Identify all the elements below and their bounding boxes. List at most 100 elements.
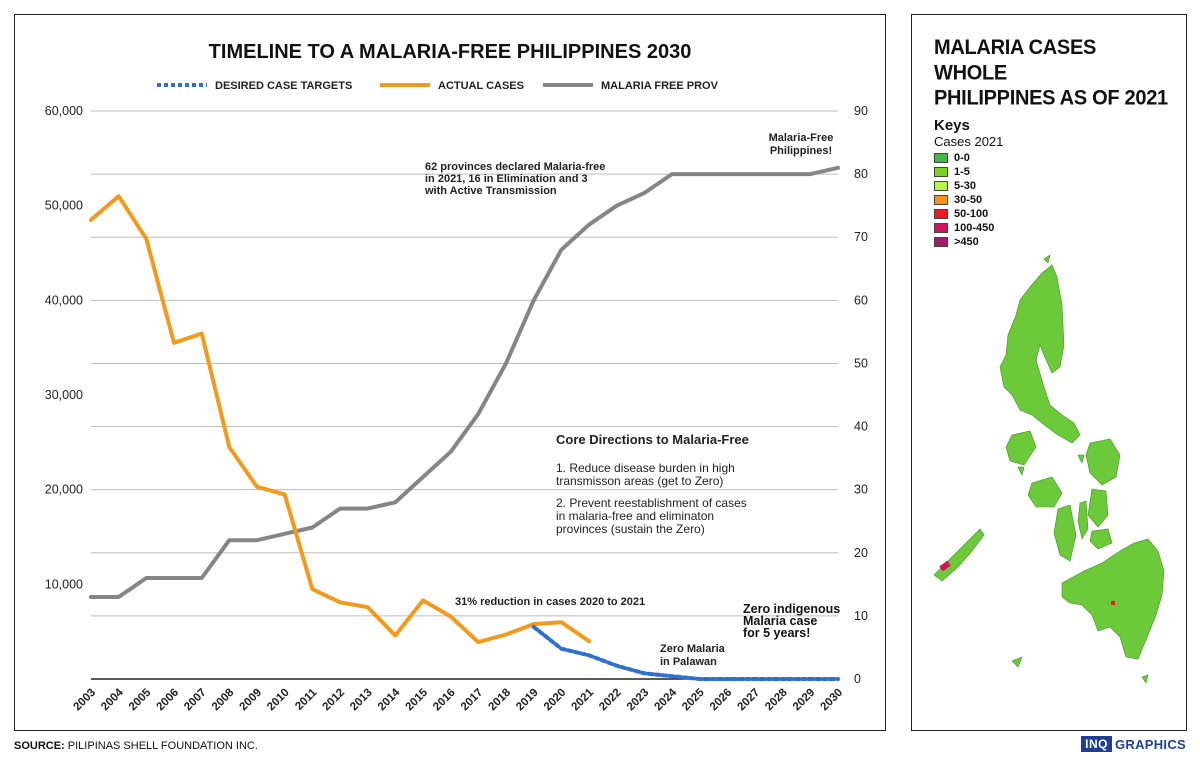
annotation-zero-palawan: Zero Malaria	[660, 643, 726, 655]
map-title-line1: MALARIA CASES WHOLE	[934, 36, 1097, 85]
annotation-zero-palawan: in Palawan	[660, 656, 717, 668]
x-tick-label: 2011	[293, 686, 320, 713]
data-point	[532, 626, 535, 628]
left-tick-label: 20,000	[45, 483, 83, 497]
data-point	[532, 623, 535, 625]
key-row: 0-0	[934, 151, 1003, 165]
x-tick-label: 2013	[348, 687, 375, 714]
data-point	[781, 678, 784, 680]
annotation-provinces: with Active Transmission	[424, 185, 557, 197]
data-point	[588, 223, 590, 226]
annotation-provinces: in 2021, 16 in Elimination and 3	[425, 173, 588, 185]
brand-inq: INQ	[1081, 736, 1112, 752]
data-point	[200, 577, 203, 579]
x-axis: 2003 2004 2005 2006 2007 2008 2009 2010 2011 2012…	[72, 686, 846, 713]
map-panay	[1027, 476, 1063, 508]
data-point	[228, 446, 231, 448]
key-row: 100-450	[934, 221, 1003, 235]
x-tick-label: 2018	[487, 686, 514, 713]
annotation-provinces: 62 provinces declared Malaria-free	[425, 161, 605, 173]
left-tick-label: 10,000	[45, 577, 83, 591]
x-tick-label: 2007	[182, 687, 209, 714]
map-cebu	[1077, 500, 1089, 540]
data-point	[422, 599, 424, 602]
data-point	[366, 507, 369, 510]
right-tick-label: 70	[854, 230, 868, 244]
x-tick-label: 2008	[210, 686, 237, 713]
brand-logo: INQ GRAPHICS	[1081, 736, 1186, 752]
data-point	[394, 634, 397, 637]
x-tick-label: 2023	[625, 687, 652, 714]
keys-subtitle: Cases 2021	[934, 134, 1004, 149]
map-title-line2: PHILIPPINES AS OF 2021	[934, 86, 1168, 110]
x-tick-label: 2029	[791, 687, 818, 714]
data-point	[809, 678, 812, 680]
map-mindanao	[1061, 538, 1165, 660]
data-point	[117, 596, 120, 598]
x-tick-label: 2022	[597, 687, 624, 714]
annotation-core-title: Core Directions to Malaria-Free	[556, 432, 749, 447]
map-palawan-hotspot	[939, 560, 951, 572]
x-tick-label: 2015	[404, 686, 431, 713]
x-tick-label: 2028	[763, 686, 790, 713]
map-bohol	[1089, 528, 1113, 550]
x-tick-label: 2030	[819, 687, 846, 714]
key-swatch	[934, 195, 948, 205]
left-tick-label: 50,000	[45, 199, 83, 213]
data-point	[145, 238, 148, 240]
left-tick-label: 30,000	[45, 388, 83, 402]
annotation-core-1: transmisson areas (get to Zero)	[556, 474, 723, 488]
data-point	[754, 173, 756, 175]
data-point	[90, 219, 92, 221]
annotation-core-1: 1. Reduce disease burden in high	[556, 461, 735, 475]
legend-label: DESIRED CASE TARGETS	[215, 80, 352, 92]
annotation-reduction: 31% reduction in cases 2020 to 2021	[455, 596, 645, 608]
x-tick-label: 2017	[459, 687, 486, 714]
key-label: 50-100	[954, 208, 989, 220]
data-point	[643, 672, 646, 675]
x-tick-label: 2014	[376, 686, 403, 713]
chart-title: TIMELINE TO A MALARIA-FREE PHILIPPINES 2…	[209, 41, 692, 63]
annotation-zero-indigenous: Malaria case	[743, 614, 817, 628]
x-tick-label: 2016	[431, 687, 458, 714]
map-keys: Keys Cases 2021 0-0 1-5 5-30 30-50 50-100 100…	[934, 117, 1003, 249]
x-tick-label: 2003	[72, 687, 99, 714]
series-line-desired-case-targets	[531, 624, 840, 681]
x-tick-label: 2019	[514, 687, 541, 714]
source-text: PILIPINAS SHELL FOUNDATION INC.	[64, 740, 258, 752]
map-luzon	[999, 264, 1081, 444]
key-label: 100-450	[954, 222, 995, 234]
map-mindoro	[1005, 430, 1037, 466]
data-point	[615, 664, 618, 667]
data-point	[698, 678, 701, 680]
data-point	[90, 596, 92, 598]
data-point	[339, 507, 341, 510]
data-point	[200, 332, 203, 335]
series-layer	[89, 165, 840, 681]
x-tick-label: 2020	[542, 687, 569, 714]
data-point	[560, 249, 563, 251]
x-tick-label: 2005	[127, 686, 154, 713]
data-point	[588, 654, 590, 657]
x-tick-label: 2012	[321, 687, 348, 714]
data-point	[837, 678, 839, 680]
key-label: 1-5	[954, 166, 970, 178]
data-point	[256, 486, 258, 488]
x-tick-label: 2025	[680, 686, 707, 713]
data-point	[643, 192, 646, 194]
map-land	[933, 254, 1165, 684]
right-tick-label: 20	[854, 546, 868, 560]
annotation-zero-indigenous: Zero indigenous	[743, 602, 840, 616]
data-point	[477, 413, 480, 415]
x-tick-label: 2004	[99, 686, 126, 713]
x-tick-label: 2027	[736, 687, 763, 714]
right-tick-label: 40	[854, 420, 868, 434]
series-line-malaria-free-prov	[89, 165, 840, 599]
x-tick-label: 2021	[570, 686, 597, 713]
legend-label: ACTUAL CASES	[438, 80, 524, 92]
right-tick-label: 90	[854, 104, 868, 118]
x-tick-label: 2026	[708, 687, 735, 714]
left-tick-label: 60,000	[45, 104, 83, 118]
key-row: 50-100	[934, 207, 1003, 221]
source-note: SOURCE: PILIPINAS SHELL FOUNDATION INC.	[14, 740, 258, 752]
